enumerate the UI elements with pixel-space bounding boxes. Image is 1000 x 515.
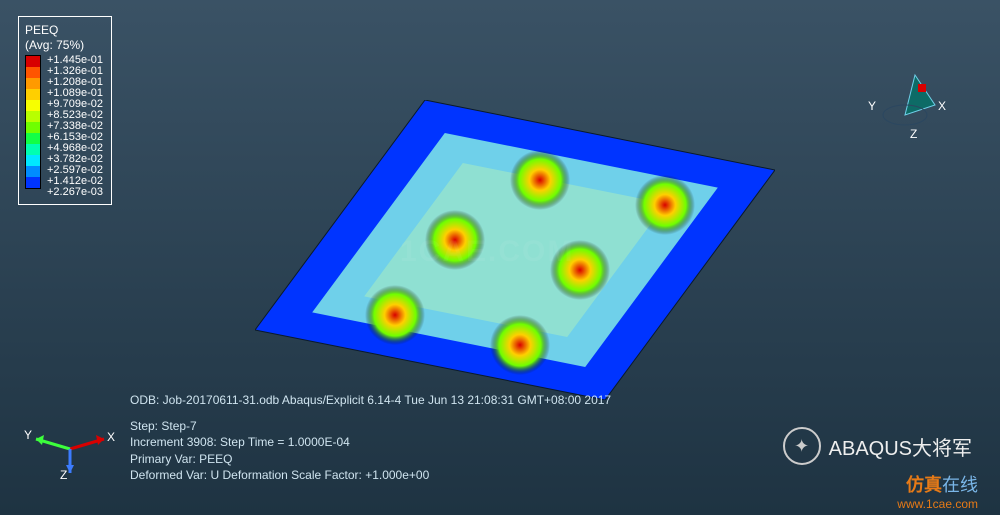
step-line: Step: Step-7	[130, 418, 611, 434]
wechat-label: ABAQUS大将军	[829, 432, 972, 461]
legend-colorbar	[25, 55, 41, 189]
triad-x: X	[107, 430, 115, 444]
status-block: ODB: Job-20170611-31.odb Abaqus/Explicit…	[130, 392, 611, 483]
axis-x: X	[938, 99, 946, 113]
dvar-line: Deformed Var: U Deformation Scale Factor…	[130, 467, 611, 483]
orientation-triad: X Y Z	[22, 411, 117, 481]
pvar-line: Primary Var: PEEQ	[130, 451, 611, 467]
legend: PEEQ (Avg: 75%) +1.445e-01+1.326e-01+1.2…	[18, 16, 112, 205]
triad-y: Y	[24, 428, 32, 442]
odb-line: ODB: Job-20170611-31.odb Abaqus/Explicit…	[130, 392, 611, 408]
site-brand: 仿真在线	[906, 471, 978, 497]
site-url: www.1cae.com	[897, 497, 978, 511]
contour-plot	[255, 100, 775, 400]
wechat-icon: ✦	[783, 427, 821, 465]
axis-y: Y	[868, 99, 876, 113]
inc-line: Increment 3908: Step Time = 1.0000E-04	[130, 434, 611, 450]
axis-z: Z	[910, 127, 917, 141]
legend-body: +1.445e-01+1.326e-01+1.208e-01+1.089e-01…	[25, 55, 103, 198]
legend-var: PEEQ	[25, 23, 58, 37]
triad-z: Z	[60, 468, 67, 481]
site-brand-a: 仿真	[906, 475, 942, 495]
site-brand-b: 在线	[942, 475, 978, 495]
legend-avg: (Avg: 75%)	[25, 38, 84, 52]
view-triad: X Y Z	[860, 60, 950, 150]
wechat-brand: ✦ ABAQUS大将军	[783, 427, 972, 465]
contour-svg	[255, 100, 775, 400]
legend-ticks: +1.445e-01+1.326e-01+1.208e-01+1.089e-01…	[47, 55, 103, 198]
legend-title: PEEQ (Avg: 75%)	[25, 23, 103, 53]
